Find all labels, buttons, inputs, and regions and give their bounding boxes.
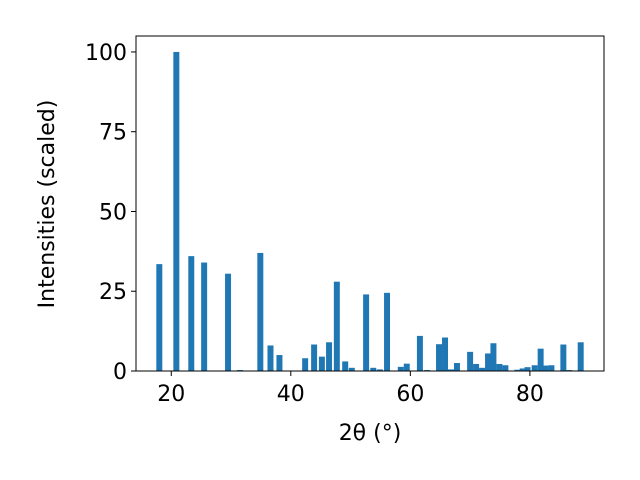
x-tick-label: 80	[516, 382, 544, 407]
bar	[514, 369, 521, 371]
bar	[173, 51, 180, 371]
x-axis-label: 2θ (°)	[339, 421, 402, 446]
bar	[473, 363, 480, 371]
bar	[542, 365, 549, 371]
bar	[225, 273, 232, 371]
bar	[519, 368, 526, 371]
y-tick-label: 100	[85, 41, 127, 66]
bar	[276, 355, 283, 371]
x-tick-label: 40	[277, 382, 305, 407]
bar	[370, 367, 377, 371]
y-tick-label: 75	[99, 121, 127, 146]
bar	[311, 344, 318, 371]
bar	[363, 294, 370, 371]
bar	[453, 363, 460, 371]
bar	[376, 369, 383, 371]
bar	[326, 342, 333, 371]
x-tick-label: 60	[396, 382, 424, 407]
bar	[397, 366, 404, 371]
bar	[524, 367, 531, 371]
bar	[448, 369, 454, 371]
y-axis-label: Intensities (scaled)	[35, 100, 60, 309]
bar	[403, 363, 410, 371]
plot-frame	[135, 35, 605, 372]
bar	[560, 344, 567, 371]
bar	[548, 365, 555, 371]
bar	[490, 343, 497, 371]
bar	[537, 348, 544, 371]
y-tick-label: 0	[113, 360, 127, 385]
bar	[318, 356, 325, 371]
bar	[485, 353, 492, 371]
bar	[496, 363, 503, 371]
bar	[502, 365, 509, 371]
bar	[267, 345, 274, 371]
bar	[384, 292, 391, 371]
bar	[467, 351, 474, 371]
bar	[348, 367, 355, 371]
bar	[257, 252, 264, 371]
bar	[188, 256, 195, 371]
bar	[436, 344, 443, 371]
bar	[531, 365, 538, 371]
x-tick-label: 20	[157, 382, 185, 407]
bar	[201, 262, 208, 371]
bar	[442, 337, 448, 371]
y-tick-label: 50	[99, 200, 127, 225]
bar	[479, 367, 486, 371]
bar	[156, 264, 163, 371]
bar	[333, 281, 340, 371]
bar	[302, 358, 309, 371]
y-tick-label: 25	[99, 280, 127, 305]
bar	[577, 342, 584, 371]
bar	[342, 361, 349, 371]
bar	[416, 335, 423, 371]
